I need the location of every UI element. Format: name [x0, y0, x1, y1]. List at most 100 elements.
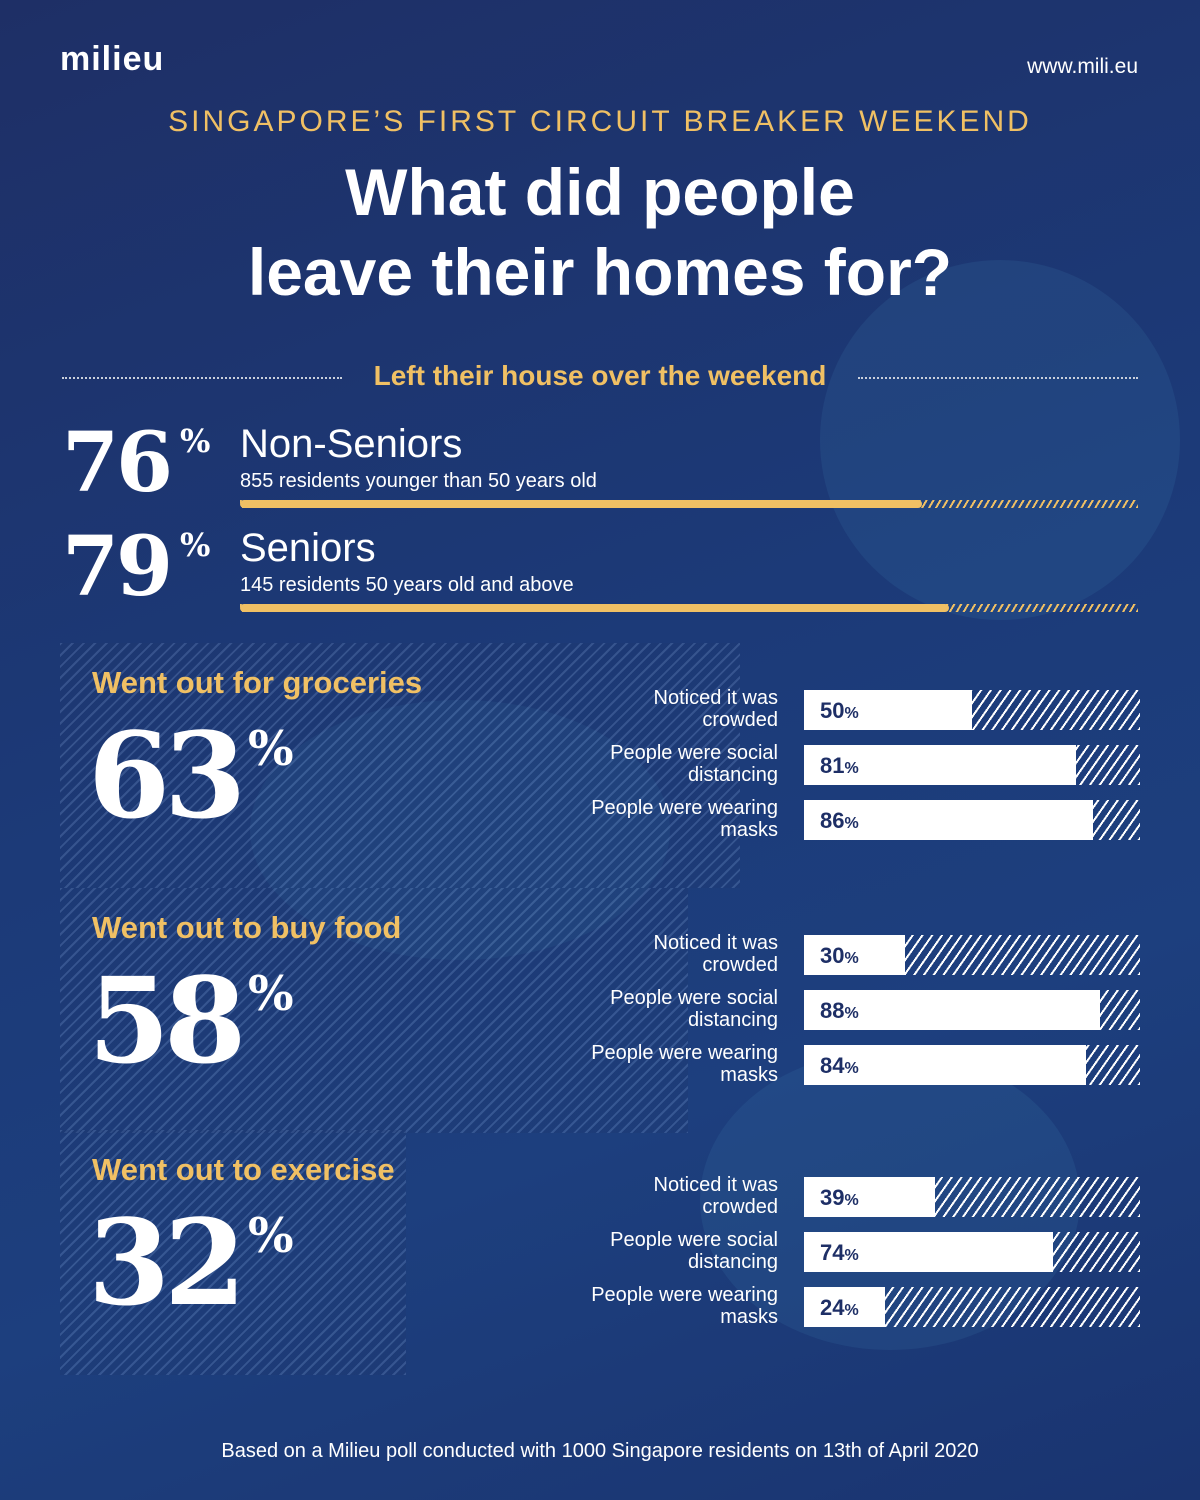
metric-label: People were social distancing	[610, 987, 778, 1031]
activity-label: Went out for groceries	[92, 665, 423, 700]
percent-sign: %	[844, 760, 859, 777]
metric-row: People were wearing masks 84%	[591, 1042, 1140, 1087]
activity-value: 32	[88, 1193, 246, 1332]
metric-bar-track: 86%	[804, 800, 1140, 840]
metric-value: 50%	[820, 698, 859, 724]
dotted-line-left	[62, 377, 342, 379]
percent-sign: %	[844, 1247, 859, 1264]
metric-bar-fill	[804, 690, 972, 730]
activity-value: 63	[88, 706, 246, 845]
metric-label: Noticed it was crowded	[653, 1174, 779, 1218]
metric-bar-fill	[804, 1045, 1087, 1085]
activity-label: Went out to exercise	[92, 1152, 395, 1187]
percent-sign: %	[844, 1192, 859, 1209]
metric-label: People were social distancing	[610, 742, 778, 786]
percent-sign: %	[844, 705, 859, 722]
segment-bar-fill	[240, 500, 923, 508]
metric-row: Noticed it was crowded 39%	[600, 1174, 1140, 1219]
title-line-1: What did people	[345, 155, 855, 229]
percent-sign: %	[180, 422, 211, 460]
segment-bar-track	[240, 604, 1138, 612]
metric-label: People were social distancing	[610, 1229, 778, 1273]
metric-bar-track: 74%	[804, 1232, 1140, 1272]
percent-sign: %	[248, 1208, 294, 1264]
metric-bar-fill	[804, 935, 905, 975]
metric-number: 74	[820, 1240, 845, 1265]
activity-panel	[60, 1130, 406, 1375]
metric-value: 86%	[820, 808, 859, 834]
metric-bar-track: 39%	[804, 1177, 1140, 1217]
metric-bar-track: 50%	[804, 690, 1140, 730]
metric-bar-track: 88%	[804, 990, 1140, 1030]
background-blob	[820, 260, 1180, 620]
kicker-heading: SINGAPORE’S FIRST CIRCUIT BREAKER WEEKEN…	[168, 105, 1032, 138]
metric-bar-fill	[804, 745, 1077, 785]
segment-bar-fill	[240, 604, 950, 612]
percent-sign: %	[844, 1302, 859, 1319]
page-title: What did people leave their homes for?	[0, 152, 1200, 312]
percent-sign: %	[844, 815, 859, 832]
metric-bar-track: 30%	[804, 935, 1140, 975]
activity-panel	[60, 643, 740, 888]
percent-sign: %	[844, 950, 859, 967]
metric-row: Noticed it was crowded 50%	[600, 687, 1140, 732]
footer-source-note: Based on a Milieu poll conducted with 10…	[221, 1440, 979, 1462]
metric-number: 39	[820, 1185, 845, 1210]
percent-sign: %	[248, 966, 294, 1022]
metric-value: 81%	[820, 753, 859, 779]
metric-value: 30%	[820, 943, 859, 969]
title-line-2: leave their homes for?	[247, 235, 953, 309]
metric-label: People were wearing masks	[591, 1284, 778, 1328]
metric-bar-fill	[804, 800, 1093, 840]
segment-description: 145 residents 50 years old and above	[240, 574, 574, 596]
percent-sign: %	[844, 1005, 859, 1022]
segment-name: Seniors	[240, 526, 376, 570]
activity-value: 58	[88, 951, 246, 1090]
metric-bar-track: 84%	[804, 1045, 1140, 1085]
website-link[interactable]: www.mili.eu	[1027, 55, 1138, 78]
metric-value: 84%	[820, 1053, 859, 1079]
metric-value: 39%	[820, 1185, 859, 1211]
activity-label: Went out to buy food	[92, 910, 402, 945]
metric-row: People were wearing masks 24%	[591, 1284, 1140, 1329]
segment-value: 79	[62, 519, 173, 615]
metric-number: 86	[820, 808, 845, 833]
section-label: Left their house over the weekend	[373, 360, 827, 391]
metric-number: 24	[820, 1295, 845, 1320]
metric-label: People were wearing masks	[591, 797, 778, 841]
activity-block: Went out to buy food 58% Noticed it was cr…	[60, 888, 1140, 1133]
percent-sign: %	[180, 526, 211, 564]
metric-label: Noticed it was crowded	[653, 687, 779, 731]
activity-block: Went out to exercise 32% Noticed it was cr…	[60, 1130, 1140, 1375]
metric-bar-track: 24%	[804, 1287, 1140, 1327]
segment-bar-track	[240, 500, 1138, 508]
metric-number: 88	[820, 998, 845, 1023]
metric-value: 74%	[820, 1240, 859, 1266]
metric-row: People were social distancing 74%	[600, 1229, 1140, 1274]
metric-bar-fill	[804, 1287, 885, 1327]
metric-row: People were wearing masks 86%	[591, 797, 1140, 842]
milieu-logo[interactable]: milieu	[60, 40, 165, 78]
section-divider: Left their house over the weekend	[62, 360, 1138, 394]
metric-row: People were social distancing 81%	[600, 742, 1140, 787]
metric-row: People were social distancing 88%	[600, 987, 1140, 1032]
metric-bar-track: 81%	[804, 745, 1140, 785]
metric-row: Noticed it was crowded 30%	[600, 932, 1140, 977]
segment-name: Non-Seniors	[240, 422, 463, 466]
segment-non-seniors: 76 % Non-Seniors 855 residents younger t…	[62, 418, 1138, 518]
segment-value: 76	[62, 415, 173, 511]
metric-bar-fill	[804, 1177, 936, 1217]
segment-seniors: 79 % Seniors 145 residents 50 years old …	[62, 522, 1138, 622]
metric-bar-fill	[804, 1232, 1053, 1272]
activity-panel	[60, 888, 688, 1133]
metric-number: 30	[820, 943, 845, 968]
metric-number: 50	[820, 698, 845, 723]
metric-label: People were wearing masks	[591, 1042, 778, 1086]
percent-sign: %	[844, 1060, 859, 1077]
background-blob	[250, 700, 670, 960]
percent-sign: %	[248, 721, 294, 777]
segment-description: 855 residents younger than 50 years old	[240, 470, 597, 492]
metric-label: Noticed it was crowded	[653, 932, 779, 976]
metric-bar-fill	[804, 990, 1100, 1030]
dotted-line-right	[858, 377, 1138, 379]
